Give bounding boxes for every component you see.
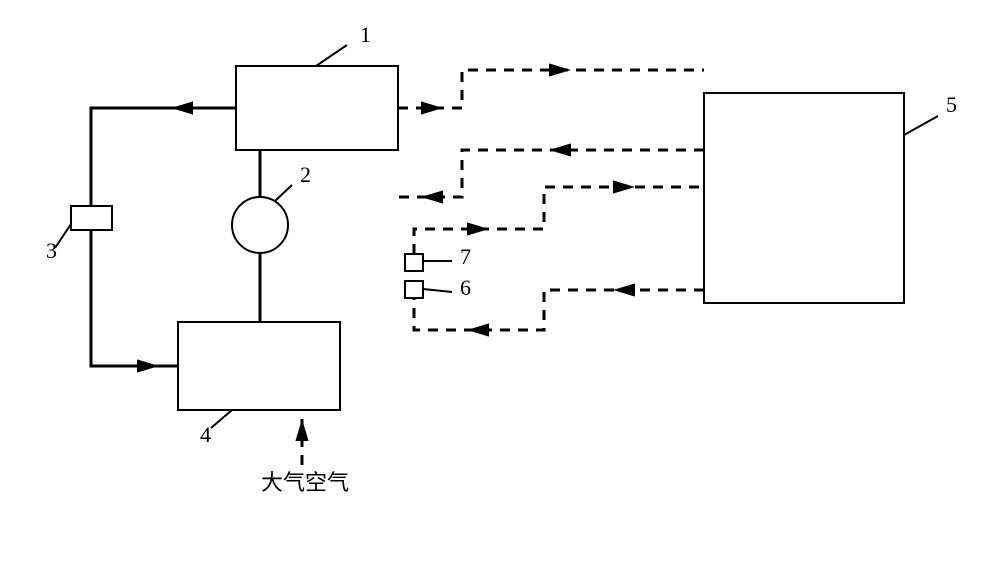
leader-l5 — [904, 116, 938, 135]
label-l4: 4 — [200, 422, 211, 447]
leader-l1 — [316, 45, 347, 66]
dashed-line-1 — [398, 150, 704, 197]
node-n7 — [405, 254, 423, 271]
leader-l3 — [55, 224, 71, 248]
arrow-dashed-1-0 — [549, 143, 571, 156]
arrow-dashed-2-0 — [467, 222, 489, 235]
solid-line-1 — [91, 230, 178, 366]
arrow-dashed-1-1 — [421, 190, 443, 203]
label-l1: 1 — [360, 22, 371, 47]
node-n6 — [405, 281, 423, 298]
leader-l6 — [423, 289, 452, 292]
arrow-dashed-4-0 — [295, 419, 308, 441]
leader-l4 — [211, 410, 232, 428]
label-l3: 3 — [46, 238, 57, 263]
dashed-line-3 — [414, 290, 704, 330]
arrow-dashed-0-0 — [421, 101, 443, 114]
air-label: 大气空气 — [261, 470, 349, 495]
label-l7: 7 — [460, 244, 471, 269]
arrow-dashed-3-0 — [613, 283, 635, 296]
node-n3 — [71, 206, 112, 230]
arrow-solid-1 — [137, 359, 159, 372]
arrow-dashed-2-1 — [613, 180, 635, 193]
leader-l2 — [275, 185, 292, 201]
solid-line-0 — [91, 108, 236, 206]
label-l2: 2 — [300, 162, 311, 187]
node-n4 — [178, 322, 340, 410]
arrow-dashed-3-1 — [467, 323, 489, 336]
arrow-dashed-0-1 — [549, 63, 571, 76]
schematic-diagram: 1 2 3 4 5 6 7 大气空气 — [0, 0, 1000, 565]
node-n5 — [704, 93, 904, 303]
label-l5: 5 — [946, 92, 957, 117]
node-n2 — [232, 197, 288, 253]
node-n1 — [236, 66, 398, 150]
arrow-solid-0 — [171, 101, 193, 114]
label-l6: 6 — [460, 275, 471, 300]
